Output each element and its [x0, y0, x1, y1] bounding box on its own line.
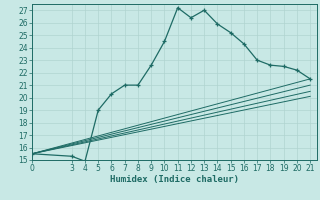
- X-axis label: Humidex (Indice chaleur): Humidex (Indice chaleur): [110, 175, 239, 184]
